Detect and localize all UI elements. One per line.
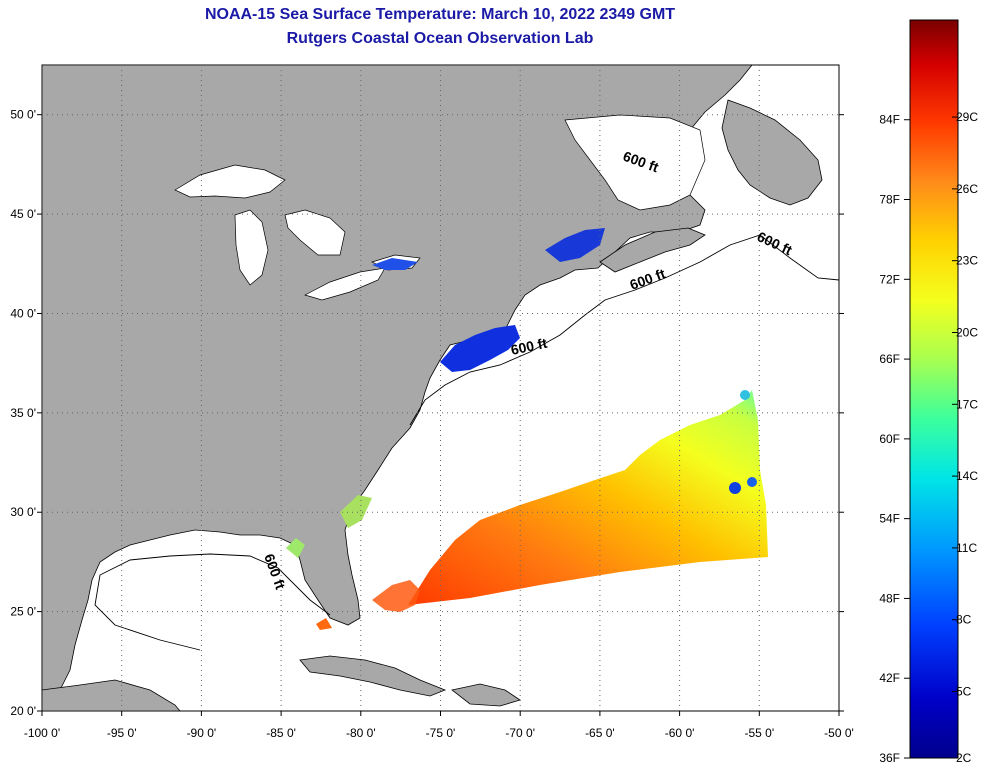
sst-gulfstream [372, 580, 420, 612]
lake-superior [174, 164, 286, 199]
lon-tick-label: -95 0' [107, 726, 137, 740]
colorbar-c-label: 29C [956, 110, 978, 124]
longitude-axis: -100 0' -95 0' -90 0' -85 0' -80 0' -75 0' -70… [24, 726, 854, 740]
colorbar-c-label: 8C [956, 613, 972, 627]
colorbar-f-label: 66F [879, 352, 900, 366]
sst-swath-south [408, 390, 768, 605]
lon-tick-label: -50 0' [824, 726, 854, 740]
land-cuba [299, 655, 447, 697]
contour-label: 600 ft [509, 335, 548, 358]
lake-michigan [234, 209, 269, 286]
colorbar-c-label: 20C [956, 325, 978, 339]
sst-data [286, 228, 768, 630]
map-title: NOAA-15 Sea Surface Temperature: March 1… [204, 6, 676, 23]
colorbar-f-label: 84F [879, 113, 900, 127]
sst-cold-eddy [747, 477, 757, 487]
lat-tick-label: 40 0' [10, 306, 36, 320]
sst-gulf-of-maine [440, 325, 520, 372]
lon-tick-label: -100 0' [24, 726, 60, 740]
lon-tick-label: -70 0' [505, 726, 535, 740]
colorbar-f-label: 60F [879, 432, 900, 446]
lat-tick-label: 25 0' [10, 605, 36, 619]
colorbar-celsius-ticks: 29C 26C 23C 20C 17C 14C 11C 8C 5C 2C [952, 110, 978, 765]
colorbar-f-label: 54F [879, 512, 900, 526]
lon-tick-label: -90 0' [187, 726, 217, 740]
lat-tick-label: 30 0' [10, 505, 36, 519]
colorbar-c-label: 11C [956, 541, 977, 555]
colorbar-f-label: 36F [879, 751, 900, 765]
sst-bay-of-fundy [545, 228, 605, 262]
colorbar-c-label: 26C [956, 182, 978, 196]
land-newfoundland [721, 99, 823, 206]
lat-tick-label: 45 0' [10, 207, 36, 221]
map-subtitle: Rutgers Coastal Ocean Observation Lab [286, 30, 594, 47]
map-graticule [37, 65, 844, 716]
colorbar-f-label: 42F [879, 671, 900, 685]
sst-florida-panhandle [286, 538, 305, 558]
lon-tick-label: -75 0' [426, 726, 456, 740]
latitude-axis: 20 0' 25 0' 30 0' 35 0' 40 0' 45 0' 50 0' [10, 108, 36, 718]
colorbar-f-label: 78F [879, 193, 900, 207]
lat-tick-label: 50 0' [10, 108, 36, 122]
lon-tick-label: -55 0' [744, 726, 774, 740]
land-yucatan [42, 679, 181, 711]
colorbar-c-label: 17C [956, 397, 978, 411]
sst-carolina-coast [340, 495, 372, 528]
sst-cold-eddy [740, 390, 750, 400]
lon-tick-label: -85 0' [266, 726, 296, 740]
colorbar-fahrenheit-ticks: 84F 78F 72F 66F 60F 54F 48F 42F 36F [879, 113, 910, 765]
lat-tick-label: 20 0' [10, 704, 36, 718]
sst-cold-eddy [729, 482, 741, 494]
sst-florida-keys [316, 618, 332, 630]
lake-erie [304, 267, 386, 301]
lon-tick-label: -80 0' [346, 726, 376, 740]
isobath-600ft [409, 234, 840, 426]
colorbar-c-label: 14C [956, 469, 978, 483]
gulf-st-lawrence [564, 114, 706, 211]
colorbar-f-label: 48F [879, 591, 900, 605]
lake-huron [284, 209, 346, 256]
isobath-600ft-gulf [94, 553, 331, 651]
colorbar-c-label: 23C [956, 254, 978, 268]
lat-tick-label: 35 0' [10, 406, 36, 420]
colorbar-c-label: 5C [956, 685, 972, 699]
colorbar-c-label: 2C [956, 751, 972, 765]
land-nova-scotia [599, 227, 706, 273]
land-north-america [42, 65, 753, 711]
lon-tick-label: -60 0' [665, 726, 695, 740]
colorbar-f-label: 72F [879, 272, 900, 286]
lon-tick-label: -65 0' [585, 726, 615, 740]
sst-lake-patch [372, 258, 418, 270]
colorbar [909, 19, 959, 759]
